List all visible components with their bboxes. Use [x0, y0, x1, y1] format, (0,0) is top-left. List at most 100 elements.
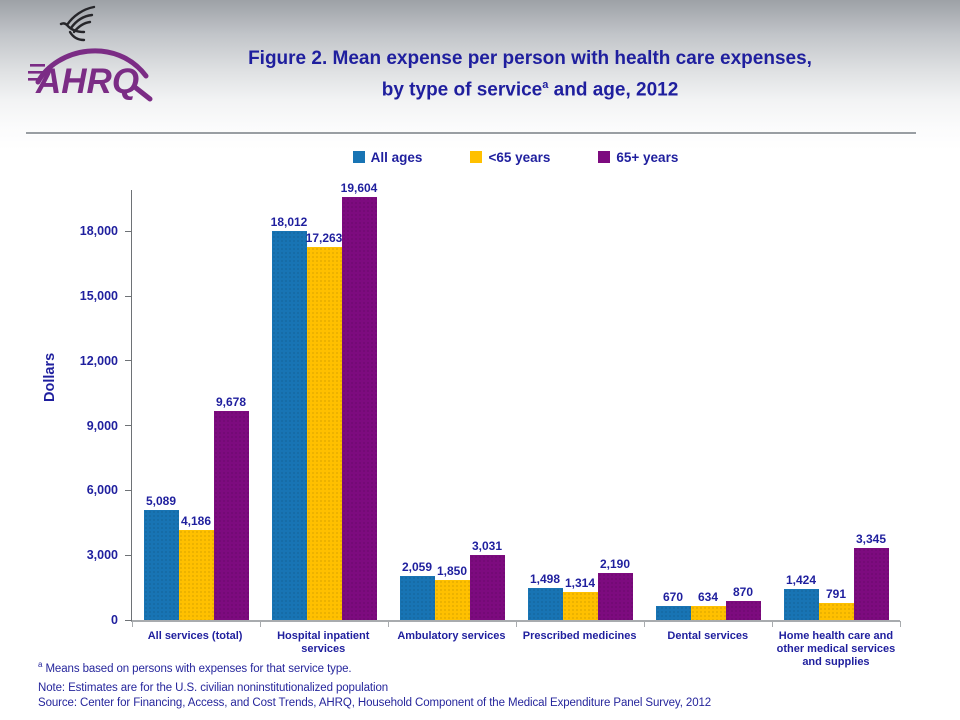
legend-item-0: All ages [352, 147, 423, 167]
x-axis-labels: All services (total) Hospital inpatient s… [131, 630, 900, 669]
logo-speedline [28, 78, 41, 81]
bar-series1-cat1: 17,263 [306, 231, 342, 620]
divider-line [26, 132, 916, 134]
bar-group-3: 1,498 1,314 2,190 [516, 557, 644, 620]
bar-series1-cat0: 4,186 [178, 514, 214, 620]
figure-title-line1: Figure 2. Mean expense per person with h… [248, 48, 812, 69]
x-axis-category-label-5: Home health care and other medical servi… [776, 630, 896, 668]
bar-value-label: 1,424 [785, 573, 817, 587]
legend-label: <65 years [488, 149, 551, 165]
bar-series2-cat1: 19,604 [341, 181, 377, 620]
logo-q-tail [133, 85, 153, 102]
x-axis-category-label-2: Ambulatory services [397, 630, 506, 642]
x-axis-tick [259, 621, 261, 627]
x-axis-tick [387, 621, 389, 627]
legend-label: All ages [370, 149, 423, 165]
bar-value-label: 870 [732, 585, 754, 599]
legend-swatch-icon [352, 151, 365, 163]
y-axis-tick-label: 9,000 [86, 418, 118, 433]
bar-series0-cat1: 18,012 [271, 215, 307, 620]
figure-title: Figure 2. Mean expense per person with h… [120, 46, 940, 103]
legend-item-2: 65+ years [598, 147, 678, 167]
footnotes: a Means based on persons with expenses f… [38, 657, 940, 711]
bar-value-label: 3,031 [471, 539, 503, 553]
x-axis-category-label-0: All services (total) [147, 630, 243, 642]
bar-group-5: 1,424 791 3,345 [772, 532, 900, 620]
bar-group-1: 18,012 17,263 19,604 [260, 181, 388, 620]
bars-container: 5,089 4,186 9,678 18,012 17,263 19,604 2,059 1,… [132, 181, 900, 620]
plot-area: 5,089 4,186 9,678 18,012 17,263 19,604 2,059 1,… [80, 181, 901, 627]
logo-speedline [30, 64, 45, 67]
title-superscript: a [542, 79, 549, 91]
bar-series0-cat0: 5,089 [143, 494, 179, 620]
logo-speedline [28, 71, 43, 74]
y-axis-tick [125, 554, 132, 556]
bar-value-label: 1,498 [529, 572, 561, 586]
bar-value-label: 2,190 [599, 557, 631, 571]
bar-value-label: 3,345 [855, 532, 887, 546]
y-axis-tick [125, 489, 132, 491]
x-axis-category-label-1: Hospital inpatient services [277, 630, 370, 655]
x-axis-tick [132, 621, 133, 627]
y-axis-tick-label: 3,000 [86, 548, 118, 563]
footnote-a: a Means based on persons with expenses f… [38, 657, 940, 677]
legend-item-1: <65 years [470, 147, 550, 167]
bar-value-label: 791 [825, 587, 847, 601]
y-axis-tick [125, 295, 132, 297]
x-axis-category-label-3: Prescribed medicines [522, 630, 637, 642]
x-axis-tick [644, 621, 646, 627]
y-axis-tick [125, 360, 132, 362]
y-axis-tick [125, 619, 132, 621]
bar-value-label: 634 [697, 590, 719, 604]
bar-series2-cat4: 870 [725, 585, 761, 620]
bar-value-label: 1,314 [564, 576, 596, 590]
logo-text: AHRQ [35, 62, 139, 101]
footnote-a-text: Means based on persons with expenses for… [42, 662, 352, 675]
legend-swatch-icon [598, 151, 611, 163]
bar-series1-cat4: 634 [690, 590, 726, 620]
legend-label: 65+ years [616, 149, 679, 165]
title-line2-text: by type of service [381, 79, 543, 101]
bar-series1-cat5: 791 [818, 587, 854, 620]
logo-arc [35, 48, 149, 85]
bar-value-label: 19,604 [340, 181, 378, 195]
x-axis-tick [772, 621, 774, 627]
bar-series2-cat5: 3,345 [853, 532, 889, 620]
bar-value-label: 17,263 [305, 231, 343, 245]
bar-series1-cat2: 1,850 [434, 564, 470, 620]
bar-value-label: 1,850 [436, 564, 468, 578]
title-line2-tail: and age, 2012 [548, 79, 679, 101]
ahrq-logo: AHRQ [28, 5, 153, 102]
bar-series0-cat2: 2,059 [399, 560, 435, 620]
y-axis-title: Dollars [42, 352, 58, 403]
figure-title-line2: by type of servicea and age, 2012 [120, 72, 940, 103]
bar-series2-cat2: 3,031 [469, 539, 505, 620]
bar-group-4: 670 634 870 [644, 585, 772, 620]
bar-series0-cat4: 670 [655, 590, 691, 620]
y-axis-tick-label: 0 [111, 613, 118, 627]
y-axis-tick [125, 230, 132, 232]
bar-series0-cat3: 1,498 [527, 572, 563, 620]
bar-value-label: 9,678 [215, 395, 247, 409]
chart-legend: All ages <65 years 65+ years [131, 147, 900, 167]
hhs-eagle-icon [59, 5, 96, 42]
x-axis-category-label-4: Dental services [667, 630, 749, 642]
footnote-a-superscript: a [38, 660, 43, 669]
ahrq-wordmark: AHRQ [28, 48, 153, 102]
x-axis-tick [900, 621, 901, 627]
y-axis-tick-label: 18,000 [79, 224, 118, 239]
y-axis-tick-label: 6,000 [86, 483, 118, 498]
bar-value-label: 4,186 [180, 514, 212, 528]
bar-group-0: 5,089 4,186 9,678 [132, 395, 260, 620]
y-axis-tick-label: 15,000 [79, 289, 118, 303]
bar-value-label: 5,089 [145, 494, 177, 508]
bar-value-label: 18,012 [270, 215, 308, 229]
x-axis-tick [516, 621, 517, 627]
bar-series2-cat0: 9,678 [213, 395, 249, 620]
bar-group-2: 2,059 1,850 3,031 [388, 539, 516, 620]
bar-series0-cat5: 1,424 [783, 573, 819, 620]
y-axis-tick [125, 425, 132, 427]
bar-series1-cat3: 1,314 [562, 576, 598, 620]
bar-series2-cat3: 2,190 [597, 557, 633, 620]
